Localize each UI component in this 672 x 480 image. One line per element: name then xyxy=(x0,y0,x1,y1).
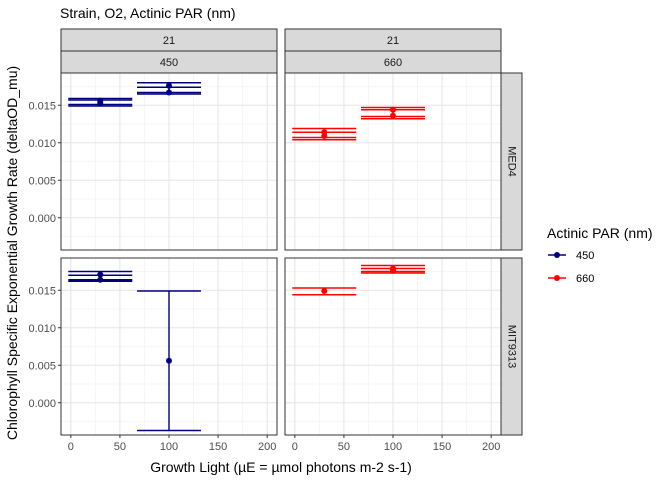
y-tick-label: 0.010 xyxy=(28,138,56,150)
data-point xyxy=(390,267,396,274)
legend-title: Actinic PAR (nm) xyxy=(547,225,653,241)
x-tick-label: 200 xyxy=(258,441,276,453)
legend-key-point xyxy=(554,252,560,258)
x-tick-label: 100 xyxy=(384,441,402,453)
panel-border xyxy=(284,72,502,251)
y-tick-label: 0.000 xyxy=(28,398,56,410)
x-tick-label: 0 xyxy=(292,441,298,453)
legend-label: 660 xyxy=(576,273,594,285)
data-point xyxy=(321,288,328,294)
data-point xyxy=(390,106,396,113)
x-tick-label: 50 xyxy=(338,441,350,453)
strip-strain-label: MIT9313 xyxy=(506,325,518,368)
x-tick-label: 150 xyxy=(209,441,227,453)
y-tick-label: 0.005 xyxy=(28,360,56,372)
plot-area: 21 450 21 660 MED4 MIT9313 0.000 0.005 0.010 0.01… xyxy=(28,28,523,453)
x-tick-label: 50 xyxy=(114,441,126,453)
strip-par-label: 660 xyxy=(384,57,402,69)
legend-label: 450 xyxy=(576,250,594,262)
data-point xyxy=(97,276,104,283)
x-tick-label: 150 xyxy=(433,441,451,453)
strip-strain-label: MED4 xyxy=(506,146,518,177)
y-tick-label: 0.015 xyxy=(28,100,56,112)
y-tick-label: 0.015 xyxy=(28,285,56,297)
legend: Actinic PAR (nm) 450 660 xyxy=(547,225,653,285)
x-tick-label: 0 xyxy=(68,441,74,453)
data-point xyxy=(166,89,172,96)
legend-key-point xyxy=(554,275,560,281)
y-tick-label: 0.000 xyxy=(28,213,56,225)
y-axis-title: Chlorophyll Specific Exponential Growth … xyxy=(4,66,20,440)
legend-entries: 450 660 xyxy=(548,250,594,285)
panel-border xyxy=(60,72,278,251)
data-point xyxy=(97,100,104,106)
data-point xyxy=(321,133,328,139)
x-tick-label: 100 xyxy=(160,441,178,453)
data-point xyxy=(390,112,396,119)
strip-o2-label: 21 xyxy=(387,35,399,47)
y-tick-label: 0.005 xyxy=(28,175,56,187)
x-tick-label: 200 xyxy=(482,441,500,453)
data-point xyxy=(97,271,104,278)
chart-title: Strain, O2, Actinic PAR (nm) xyxy=(60,5,236,21)
strip-par-label: 450 xyxy=(160,57,178,69)
x-axis-title: Growth Light (µE = µmol photons m-2 s-1) xyxy=(150,459,412,475)
data-point xyxy=(166,82,172,89)
y-tick-label: 0.010 xyxy=(28,323,56,335)
data-point xyxy=(166,357,172,364)
strip-o2-label: 21 xyxy=(163,35,175,47)
